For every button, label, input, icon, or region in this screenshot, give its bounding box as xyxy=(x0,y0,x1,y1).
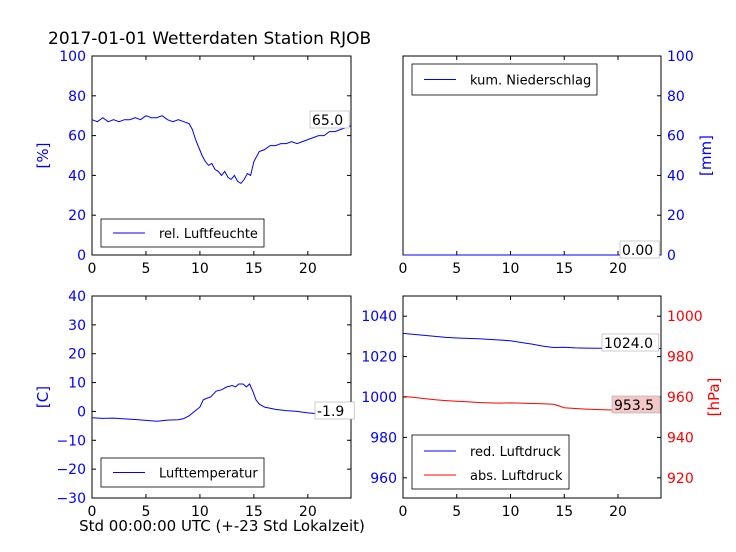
y-tick-label: 1000 xyxy=(361,390,397,406)
y-tick-label-right: 920 xyxy=(667,471,694,487)
y-tick-label-right: 980 xyxy=(667,350,694,366)
x-tick-label: 15 xyxy=(555,261,573,277)
y-axis-label: [mm] xyxy=(697,135,715,176)
panel-precipitation: 0 5 10 15 20 0 20 40 60 80 100 [mm] kum. Niederschla… xyxy=(399,49,715,277)
x-tick-label: 0 xyxy=(88,504,97,520)
y-tick-label: 80 xyxy=(68,89,86,105)
plot-frame xyxy=(91,295,352,499)
y-tick-label-right: 960 xyxy=(667,390,694,406)
panel-pressure: 0 5 10 15 20 960 980 1000 1020 1040 920 940 960 980 10… xyxy=(361,295,723,520)
y-tick-label-right: 40 xyxy=(667,168,685,184)
y-tick-label: −30 xyxy=(56,491,86,507)
y-tick-label-right: 60 xyxy=(667,129,685,145)
y-tick-label: 10 xyxy=(68,376,86,392)
x-tick-label: 5 xyxy=(452,504,461,520)
value-annotation-red-box xyxy=(601,333,660,352)
x-tick-label: 10 xyxy=(191,504,209,520)
y-tick-label: 40 xyxy=(68,289,86,305)
value-annotation: 0.00 xyxy=(622,243,653,259)
y-tick-label: 960 xyxy=(370,471,397,487)
value-annotation-box xyxy=(309,110,350,129)
y-axis-label: [C] xyxy=(34,386,52,408)
series-line-0 xyxy=(91,383,352,422)
y-tick-label: 40 xyxy=(68,168,86,184)
y-tick-label-right: 100 xyxy=(667,49,694,65)
value-annotation-abs-box xyxy=(611,395,661,414)
x-tick-label: 0 xyxy=(399,261,408,277)
value-annotation: 65.0 xyxy=(312,113,343,129)
x-tick-label: 10 xyxy=(502,504,520,520)
legend-label: rel. Luftfeuchte xyxy=(159,227,258,242)
x-tick-label: 15 xyxy=(555,504,573,520)
panel-humidity: 0 5 10 15 20 0 20 40 60 80 100 [%] rel. Luftfeuchte 6… xyxy=(34,49,352,277)
value-annotation: -1.9 xyxy=(317,404,344,420)
y-tick-label: −20 xyxy=(56,462,86,478)
legend-box xyxy=(411,434,570,490)
x-tick-label: 20 xyxy=(299,261,317,277)
x-tick-label: 0 xyxy=(399,504,408,520)
y-tick-label: 1040 xyxy=(361,309,397,325)
x-tick-label: 20 xyxy=(609,504,627,520)
y-tick-label: 980 xyxy=(370,430,397,446)
y-tick-label: 20 xyxy=(68,208,86,224)
legend-label: kum. Niederschlag xyxy=(470,74,591,89)
x-tick-label: 10 xyxy=(502,261,520,277)
x-tick-label: 10 xyxy=(191,261,209,277)
x-tick-label: 15 xyxy=(245,504,263,520)
y-tick-label-right: 0 xyxy=(667,248,676,264)
y-axis-label: [%] xyxy=(34,143,52,169)
legend-label: abs. Luftdruck xyxy=(470,469,563,484)
value-annotation-box xyxy=(619,240,660,259)
x-tick-label: 15 xyxy=(245,261,263,277)
series-line-0 xyxy=(91,115,352,185)
y-tick-label: 60 xyxy=(68,129,86,145)
x-tick-label: 5 xyxy=(141,504,150,520)
value-annotation-red: 1024.0 xyxy=(604,336,653,352)
plot-frame xyxy=(91,55,352,256)
y-tick-label: 20 xyxy=(68,347,86,363)
x-tick-label: 0 xyxy=(88,261,97,277)
y-tick-label-right: 940 xyxy=(667,430,694,446)
legend-label: red. Luftdruck xyxy=(470,445,561,460)
y-tick-label-right: 80 xyxy=(667,89,685,105)
x-tick-label: 5 xyxy=(141,261,150,277)
y-tick-label-right: 20 xyxy=(667,208,685,224)
y-tick-label-right: 1000 xyxy=(667,309,703,325)
y-tick-label: 30 xyxy=(68,318,86,334)
figure-title: 2017-01-01 Wetterdaten Station RJOB xyxy=(48,29,371,49)
panel-temperature: 0 5 10 15 20 −30 −20 −10 0 10 20 30 40 [C] Lufttempera… xyxy=(34,289,355,520)
y-tick-label: 1020 xyxy=(361,350,397,366)
x-tick-label: 20 xyxy=(299,504,317,520)
x-tick-label: 20 xyxy=(609,261,627,277)
x-axis-label: Std 00:00:00 UTC (+-23 Std Lokalzeit) xyxy=(79,517,365,535)
y-tick-label: 100 xyxy=(59,49,86,65)
legend-label: Lufttemperatur xyxy=(159,467,258,482)
y-tick-label: 0 xyxy=(77,248,86,264)
x-tick-label: 5 xyxy=(452,261,461,277)
y-axis-label-right: [hPa] xyxy=(705,378,723,417)
value-annotation-box xyxy=(314,401,355,420)
y-tick-label: 0 xyxy=(77,404,86,420)
y-tick-label: −10 xyxy=(56,433,86,449)
value-annotation-abs: 953.5 xyxy=(614,398,654,414)
